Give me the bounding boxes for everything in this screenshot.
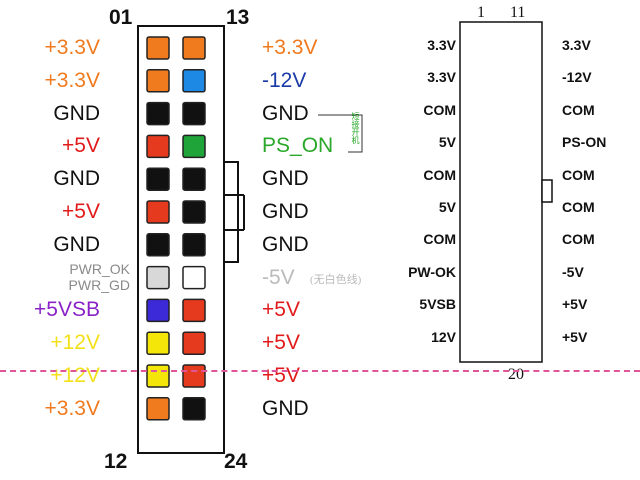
large-pin-24 <box>182 397 206 421</box>
large-pin-9 <box>146 298 170 323</box>
small-right-label-15: COM <box>562 166 595 183</box>
large-pin-18 <box>182 200 206 224</box>
large-pin-8 <box>146 265 170 290</box>
large-right-label-19: GND <box>262 232 309 256</box>
large-left-label-7: GND <box>53 232 100 256</box>
large-left-label-9: +5VSB <box>34 298 100 322</box>
large-right-label-23: +5V <box>262 364 300 387</box>
large-pin-1 <box>146 36 170 60</box>
pin-number-13: 13 <box>226 6 250 29</box>
small-left-label-2: 3.3V <box>427 69 456 86</box>
large-right-label-14: -12V <box>262 68 307 92</box>
large-left-label-3: GND <box>53 101 100 125</box>
large-left-label-11: +12V <box>50 364 100 387</box>
large-left-label-2: +3.3V <box>44 68 100 92</box>
large-pin-12 <box>146 397 170 421</box>
large-pin-22 <box>182 331 206 355</box>
small-pin-number-20: 20 <box>508 366 524 383</box>
large-right-label-17: GND <box>262 167 309 191</box>
small-left-label-1: 3.3V <box>427 37 456 53</box>
large-right-label-24: GND <box>262 396 309 420</box>
ps-on-jumper-line <box>318 114 363 153</box>
large-pin-2 <box>146 69 170 93</box>
large-left-label-12: +3.3V <box>44 396 100 420</box>
small-right-label-16: COM <box>562 199 595 215</box>
small-connector-housing <box>459 21 543 363</box>
small-pin-number-1: 1 <box>477 4 485 21</box>
large-right-label-21: +5V <box>262 298 300 322</box>
small-left-label-7: COM <box>423 231 456 248</box>
small-left-label-3: COM <box>423 101 456 118</box>
ps-on-note: 短接开机 <box>351 112 360 144</box>
small-right-label-13: COM <box>562 101 595 118</box>
small-left-label-5: COM <box>423 166 456 183</box>
large-pin-21 <box>182 298 206 323</box>
large-connector-latch <box>223 161 239 263</box>
pin-number-12: 12 <box>104 450 128 473</box>
small-right-label-20: +5V <box>562 328 588 345</box>
small-left-label-6: 5V <box>438 199 456 215</box>
small-connector-latch <box>541 179 553 203</box>
large-pin-16 <box>182 134 206 159</box>
large-pin-5 <box>146 167 170 191</box>
small-right-label-18: -5V <box>562 263 584 280</box>
large-pin-6 <box>146 200 170 224</box>
large-pin-13 <box>182 36 206 60</box>
small-right-label-11: 3.3V <box>562 37 591 53</box>
large-left-label-4: +5V <box>62 134 100 158</box>
large-pin-19 <box>182 233 206 257</box>
large-left-label-1: +3.3V <box>44 36 100 59</box>
large-right-label-13: +3.3V <box>262 36 318 59</box>
large-left-label-8-alt: PWR_GD <box>68 276 130 293</box>
small-right-label-12: -12V <box>562 69 592 86</box>
large-pin-10 <box>146 331 170 355</box>
pin-number-01: 01 <box>109 6 133 29</box>
small-left-label-10: 12V <box>431 328 456 345</box>
large-pin-3 <box>146 101 170 126</box>
divider-dashed-line <box>0 370 640 372</box>
large-left-label-8: PWR_OK <box>69 260 130 277</box>
small-left-label-9: 5VSB <box>419 296 456 313</box>
large-pin-17 <box>182 167 206 191</box>
small-right-label-14: PS-ON <box>562 134 607 151</box>
small-left-label-4: 5V <box>438 134 456 151</box>
large-right-label-16: PS_ON <box>262 134 334 158</box>
large-pin-11 <box>146 364 170 388</box>
pin-number-24: 24 <box>224 450 248 473</box>
large-pin-20 <box>182 265 206 290</box>
large-right-note-20: (无白色线) <box>310 273 362 286</box>
large-pin-15 <box>182 101 206 126</box>
large-left-label-10: +12V <box>50 331 100 355</box>
small-pin-number-11: 11 <box>510 4 526 21</box>
large-left-label-6: +5V <box>62 200 100 223</box>
large-left-label-5: GND <box>53 167 100 191</box>
large-right-label-15: GND <box>262 101 309 125</box>
small-right-label-17: COM <box>562 231 595 248</box>
large-pin-4 <box>146 134 170 159</box>
large-right-label-20: -5V <box>262 265 295 289</box>
large-pin-7 <box>146 233 170 257</box>
large-right-label-22: +5V <box>262 331 300 355</box>
large-pin-14 <box>182 69 206 93</box>
small-right-label-19: +5V <box>562 296 588 313</box>
small-left-label-8: PW-OK <box>408 263 456 280</box>
large-pin-23 <box>182 364 206 388</box>
large-right-label-18: GND <box>262 200 309 223</box>
